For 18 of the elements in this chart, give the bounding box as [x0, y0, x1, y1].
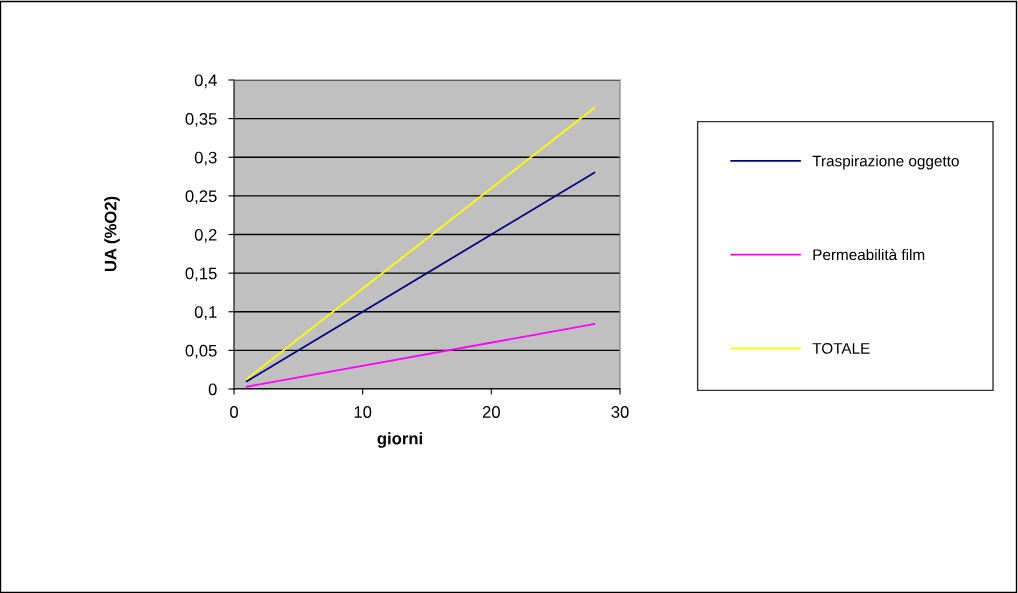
legend-label: TOTALE [812, 342, 870, 354]
x-tick-label: 0 [230, 406, 238, 418]
y-tick-label: 0,2 [194, 228, 217, 243]
y-tick-label: 0,35 [185, 113, 217, 127]
y-tick-label: 0,3 [194, 151, 217, 166]
y-tick-label: 0,4 [194, 74, 217, 89]
x-tick-label: 20 [482, 406, 500, 418]
legend-label: Traspirazione oggetto [812, 155, 959, 170]
x-axis-title: giorni [377, 432, 422, 448]
x-tick-label: 10 [354, 406, 372, 418]
y-tick-label: 0,15 [185, 267, 217, 282]
y-tick-label: 0 [208, 383, 217, 396]
legend-label: Permeabilità film [813, 248, 925, 261]
y-tick-label: 0,25 [185, 190, 217, 205]
y-tick-label: 0,1 [194, 306, 217, 320]
y-tick-label: 0,05 [185, 344, 217, 359]
x-tick-label: 30 [611, 406, 629, 418]
y-axis-title: UA (%O2) [104, 196, 120, 272]
